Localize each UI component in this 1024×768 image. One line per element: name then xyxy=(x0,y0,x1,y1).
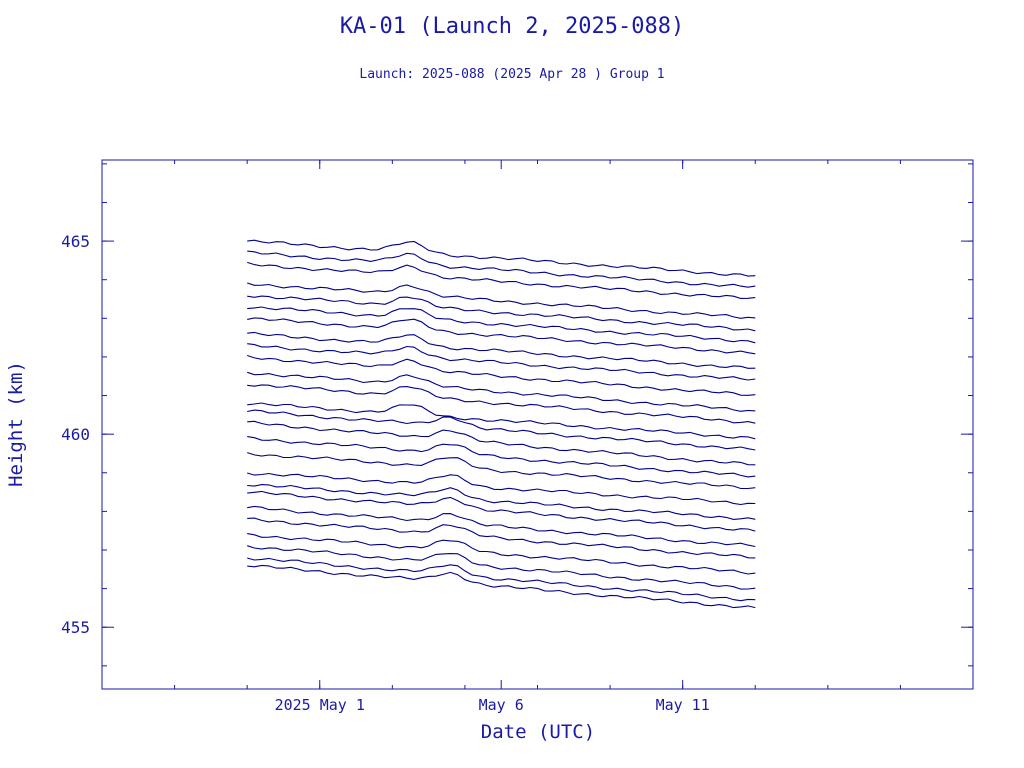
x-axis-label: Date (UTC) xyxy=(481,721,595,743)
series-line xyxy=(247,420,756,466)
x-tick-label: May 11 xyxy=(656,696,710,714)
y-tick-label: 460 xyxy=(61,425,90,444)
chart-title: KA-01 (Launch 2, 2025-088) xyxy=(339,14,685,39)
series-line xyxy=(247,261,756,299)
x-tick-label: May 6 xyxy=(479,696,524,714)
y-tick-label: 465 xyxy=(61,232,90,251)
series-line xyxy=(247,295,756,332)
series-line xyxy=(247,331,756,369)
x-tick-label: 2025 May 1 xyxy=(275,696,365,714)
series-line xyxy=(247,484,756,520)
series-line xyxy=(247,557,756,602)
series-line xyxy=(247,545,756,590)
series-line xyxy=(247,517,756,559)
series-line xyxy=(247,452,756,490)
series-line xyxy=(247,343,756,381)
series-line xyxy=(247,384,756,424)
series-line xyxy=(247,472,756,506)
series-line xyxy=(247,250,756,288)
series-line xyxy=(247,239,756,277)
series-line xyxy=(247,317,756,355)
series-line xyxy=(247,306,756,344)
series-line xyxy=(247,402,756,440)
series-line xyxy=(247,533,756,575)
chart-subtitle: Launch: 2025-088 (2025 Apr 28 ) Group 1 xyxy=(359,67,665,82)
series-line xyxy=(247,564,756,609)
series-line xyxy=(247,409,756,451)
y-axis-label: Height (km) xyxy=(5,361,27,487)
series-line xyxy=(247,371,756,412)
y-tick-label: 455 xyxy=(61,618,90,637)
series-line xyxy=(247,490,756,532)
series-line xyxy=(247,354,756,396)
series-line xyxy=(247,436,756,478)
series-line xyxy=(247,505,756,548)
series-line xyxy=(247,282,756,319)
plot-frame xyxy=(101,159,974,690)
